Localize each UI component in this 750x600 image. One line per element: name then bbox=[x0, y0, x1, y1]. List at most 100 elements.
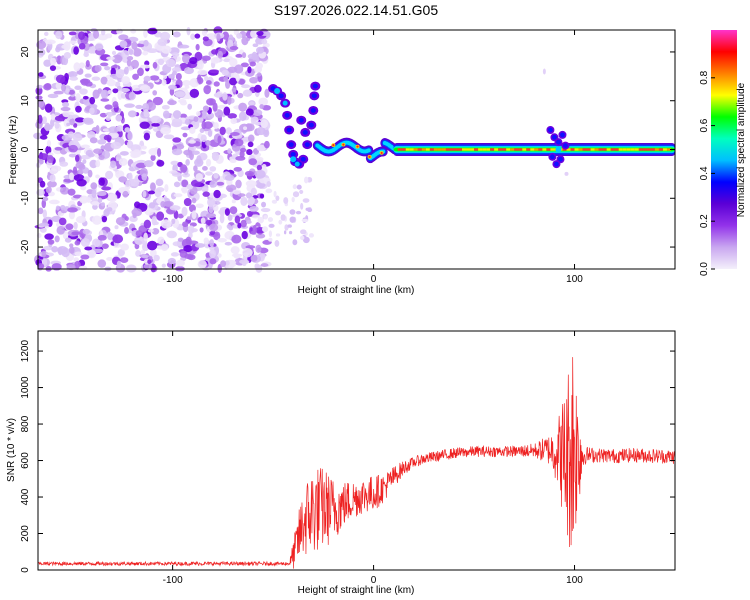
spectrogram-noise-blob bbox=[118, 34, 129, 41]
spectrogram-noise-blob bbox=[98, 154, 105, 160]
spectrogram-noise-blob bbox=[54, 115, 66, 122]
spectrogram-noise-blob bbox=[124, 216, 129, 222]
spectrogram-noise-blob bbox=[69, 118, 75, 126]
spectrogram-noise-blob bbox=[112, 101, 119, 109]
spectrogram-noise-blob bbox=[151, 228, 160, 235]
spectrogram-noise-blob bbox=[180, 100, 188, 106]
spectrogram-noise-blob bbox=[190, 33, 196, 40]
spectrogram-noise-blob bbox=[54, 122, 60, 129]
spectrogram-noise-blob bbox=[55, 74, 66, 84]
spectrogram-noise-blob bbox=[168, 74, 175, 79]
spectrogram-noise-blob bbox=[262, 226, 268, 233]
spectrogram-noise-blob bbox=[46, 154, 54, 164]
spectrogram-noise-blob bbox=[67, 188, 76, 196]
spectrogram-tone-core bbox=[598, 148, 603, 151]
spectrogram-noise-blob bbox=[45, 145, 52, 155]
spectrogram-noise-blob bbox=[75, 93, 81, 103]
spectrogram-noise-blob bbox=[264, 88, 270, 98]
spectrogram-signal-blob bbox=[274, 87, 281, 94]
spectrogram-noise-blob bbox=[207, 197, 216, 207]
colorbar-tick-label: 0.0 bbox=[699, 262, 710, 276]
spectrogram-noise-blob bbox=[273, 190, 277, 198]
spectrogram-noise-blob bbox=[157, 58, 165, 66]
spectrogram-noise-blob bbox=[261, 164, 267, 169]
spectrogram-noise-blob bbox=[300, 229, 307, 235]
spectrogram-noise-blob bbox=[55, 81, 63, 90]
spectrogram-noise-blob bbox=[63, 52, 71, 59]
spectrogram-noise-blob bbox=[113, 64, 118, 69]
spectrogram-noise-blob bbox=[241, 36, 249, 46]
spectrogram-noise-blob bbox=[121, 50, 130, 58]
spectrogram-noise-blob bbox=[132, 47, 142, 57]
spectrogram-noise-blob bbox=[275, 233, 281, 237]
spectrogram-noise-blob bbox=[263, 215, 268, 220]
spectrogram-noise-blob bbox=[151, 122, 160, 127]
spectrogram-noise-blob bbox=[115, 68, 125, 79]
spectrogram-noise-blob bbox=[68, 153, 77, 158]
spectrogram-noise-blob bbox=[50, 118, 55, 128]
spectrogram-noise-blob bbox=[202, 191, 210, 197]
spectrogram-noise-blob bbox=[191, 210, 197, 220]
spectrogram-noise-blob bbox=[106, 207, 113, 212]
spectrogram-noise-blob bbox=[149, 249, 157, 257]
spectrogram-noise-blob bbox=[126, 59, 132, 67]
spectrogram-noise-blob bbox=[62, 110, 71, 118]
spectrogram-noise-blob bbox=[144, 208, 154, 216]
spectrogram-noise-blob bbox=[161, 105, 170, 110]
spectrogram-noise-blob bbox=[195, 203, 204, 209]
spectrogram-noise-blob bbox=[241, 230, 248, 240]
spectrogram-noise-blob bbox=[162, 110, 170, 119]
spectrogram-tone-core bbox=[594, 148, 599, 151]
spectrogram-noise-blob bbox=[229, 57, 238, 67]
spectrogram-noise-blob bbox=[225, 260, 230, 266]
spectrogram-noise-blob bbox=[245, 192, 253, 199]
spectrogram-noise-blob bbox=[205, 158, 212, 167]
spectrogram-noise-blob bbox=[106, 257, 113, 261]
spectrogram-noise-blob bbox=[36, 189, 45, 196]
spectrogram-noise-blob bbox=[224, 174, 235, 181]
spectrogram-noise-blob bbox=[143, 132, 151, 141]
spectrogram-noise-blob bbox=[115, 114, 123, 122]
spectrogram-noise-blob bbox=[287, 224, 292, 228]
spectrogram-noise-blob bbox=[50, 113, 56, 121]
spectrogram-noise-blob bbox=[251, 51, 258, 61]
spectrogram-noise-blob bbox=[150, 154, 156, 161]
spectrogram-noise-blob bbox=[38, 153, 49, 161]
spectrogram-noise-blob bbox=[187, 103, 193, 110]
spectrogram-noise-blob bbox=[217, 238, 227, 243]
spectrogram-noise-blob bbox=[135, 162, 147, 169]
spectrogram-signal-blob bbox=[278, 93, 284, 99]
spectrogram-x-axis: -100 0 100 bbox=[163, 30, 583, 285]
spectrogram-noise-blob bbox=[181, 179, 189, 188]
spectrogram-tone-core bbox=[642, 148, 647, 151]
spectrogram-noise-blob bbox=[146, 48, 158, 54]
spectrogram-noise-blob bbox=[110, 141, 122, 150]
spectrogram-noise-blob bbox=[118, 176, 128, 183]
spectrogram-noise-blob bbox=[231, 253, 243, 258]
spectrogram-noise-blob bbox=[237, 193, 246, 197]
spectrogram-noise-blob bbox=[37, 263, 45, 270]
spectrogram-y-axis: -20 -10 0 10 20 bbox=[20, 46, 675, 254]
spectrogram-noise-blob bbox=[141, 145, 147, 150]
spectrogram-tone-core bbox=[526, 148, 531, 151]
spectrogram-noise-blob bbox=[227, 148, 232, 154]
spectrogram-noise-blob bbox=[78, 42, 86, 50]
spectrogram-noise-blob bbox=[248, 101, 255, 106]
spectrogram-noise-blob bbox=[302, 236, 310, 244]
spectrogram-noise-blob bbox=[68, 31, 77, 36]
spectrogram-tone-core bbox=[466, 148, 471, 151]
spectrogram-noise-blob bbox=[75, 215, 87, 224]
spectrogram-noise-blob bbox=[267, 217, 274, 222]
spectrogram-noise-blob bbox=[37, 114, 43, 124]
spectrogram-noise-blob bbox=[219, 208, 225, 217]
spectrogram-tone-core bbox=[626, 148, 631, 151]
spectrogram-noise-blob bbox=[143, 109, 150, 118]
spectrogram-noise-blob bbox=[173, 210, 179, 220]
spectrogram-noise-blob bbox=[67, 131, 75, 138]
spectrogram-noise-blob bbox=[68, 40, 77, 45]
spectrogram-noise-blob bbox=[51, 245, 59, 253]
spectrogram-noise-blob bbox=[127, 131, 133, 141]
spectrogram-noise-blob bbox=[98, 177, 105, 186]
spectrogram-noise-blob bbox=[239, 147, 247, 153]
